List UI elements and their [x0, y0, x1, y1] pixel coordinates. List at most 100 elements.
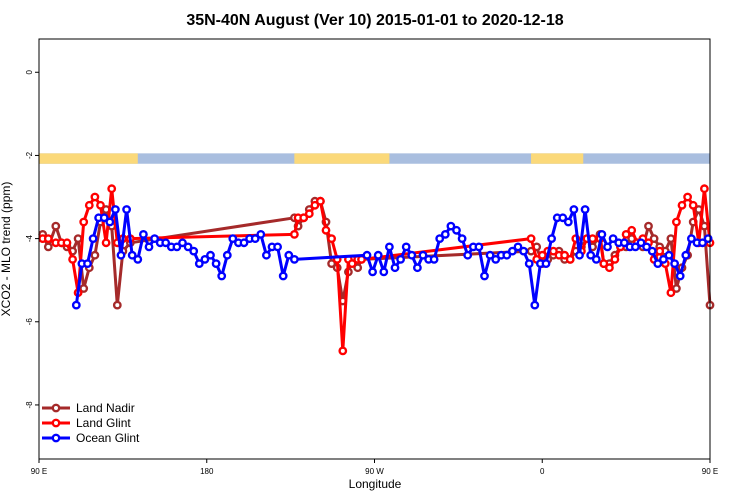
data-point — [122, 205, 132, 214]
y-tick-label: -4 — [25, 235, 34, 243]
data-point — [289, 229, 299, 239]
legend-label: Ocean Glint — [76, 431, 140, 445]
data-point — [178, 238, 187, 248]
data-point — [670, 259, 679, 268]
data-point — [150, 234, 160, 244]
legend-label: Land Nadir — [76, 401, 135, 415]
data-point — [161, 238, 171, 248]
data-point — [677, 200, 687, 210]
data-point — [284, 250, 294, 260]
data-point — [68, 254, 78, 264]
data-point — [560, 250, 569, 260]
data-point — [508, 246, 517, 256]
data-point — [608, 234, 618, 244]
data-point — [144, 242, 154, 252]
data-point — [353, 263, 363, 273]
data-point — [429, 254, 439, 264]
data-point — [211, 259, 221, 268]
y-tick-label: -2 — [25, 151, 34, 159]
x-tick-label: 90 E — [31, 467, 47, 476]
data-point — [51, 221, 61, 231]
data-point — [603, 242, 612, 252]
data-point — [111, 205, 120, 214]
data-point — [440, 229, 450, 239]
data-point — [530, 300, 540, 310]
land-segment — [294, 153, 390, 164]
data-point — [401, 242, 411, 252]
data-point — [537, 250, 547, 260]
legend-item: Ocean Glint — [42, 431, 140, 445]
data-point — [62, 238, 72, 248]
data-point — [591, 254, 601, 264]
data-point — [647, 246, 657, 256]
data-point — [390, 263, 400, 273]
data-point — [183, 242, 193, 252]
data-point — [79, 217, 89, 227]
data-point — [485, 250, 495, 260]
data-point — [446, 221, 456, 231]
data-point — [396, 254, 405, 264]
data-point — [206, 250, 215, 260]
data-point — [672, 284, 681, 293]
data-point — [96, 200, 105, 210]
data-point — [138, 229, 148, 239]
data-point — [502, 250, 512, 260]
x-tick-label: 90 E — [702, 467, 718, 476]
data-point — [133, 254, 143, 264]
data-point — [327, 234, 336, 244]
data-point — [513, 242, 523, 252]
data-point — [256, 229, 266, 239]
data-point — [580, 205, 590, 214]
data-point — [379, 267, 389, 277]
data-point — [172, 242, 182, 252]
data-point — [84, 200, 94, 210]
data-point — [558, 213, 568, 223]
data-point — [289, 254, 299, 264]
data-point — [666, 234, 676, 244]
series-ocean-glint — [71, 205, 713, 310]
legend-swatch-marker — [51, 403, 61, 413]
data-point — [310, 200, 320, 210]
data-point — [655, 246, 665, 256]
data-point — [547, 234, 556, 244]
data-point — [83, 259, 92, 268]
data-point — [299, 213, 309, 223]
data-point — [368, 267, 377, 277]
data-point — [43, 234, 53, 244]
data-point — [480, 271, 489, 281]
data-point — [563, 217, 573, 227]
data-point — [666, 288, 676, 298]
y-tick-label: -8 — [25, 401, 34, 409]
data-point — [597, 229, 607, 239]
data-point — [101, 238, 111, 248]
data-point — [321, 225, 331, 235]
data-point — [586, 250, 596, 260]
data-point — [519, 246, 528, 256]
legend-swatch-marker — [51, 418, 61, 428]
data-point — [99, 213, 109, 223]
data-point — [418, 250, 428, 260]
data-point — [73, 234, 83, 244]
data-point — [304, 209, 314, 219]
land-segment — [531, 153, 584, 164]
data-point — [228, 234, 238, 244]
data-point — [88, 234, 98, 244]
y-tick-label: -6 — [25, 318, 34, 326]
y-axis: 0 -2 -4 -6 -8 — [25, 69, 39, 409]
x-axis: 90 E 180 90 W 0 90 E — [31, 459, 718, 476]
data-point — [605, 263, 614, 273]
data-point — [278, 271, 288, 281]
data-point — [261, 250, 271, 260]
land-ocean-band — [39, 153, 710, 164]
data-point — [79, 284, 89, 293]
data-point — [347, 259, 357, 268]
legend-item: Land Nadir — [42, 401, 135, 415]
data-point — [642, 242, 651, 252]
data-point — [619, 238, 629, 248]
data-point — [384, 242, 394, 252]
data-point — [457, 234, 467, 244]
data-point — [474, 242, 484, 252]
data-point — [116, 250, 126, 260]
